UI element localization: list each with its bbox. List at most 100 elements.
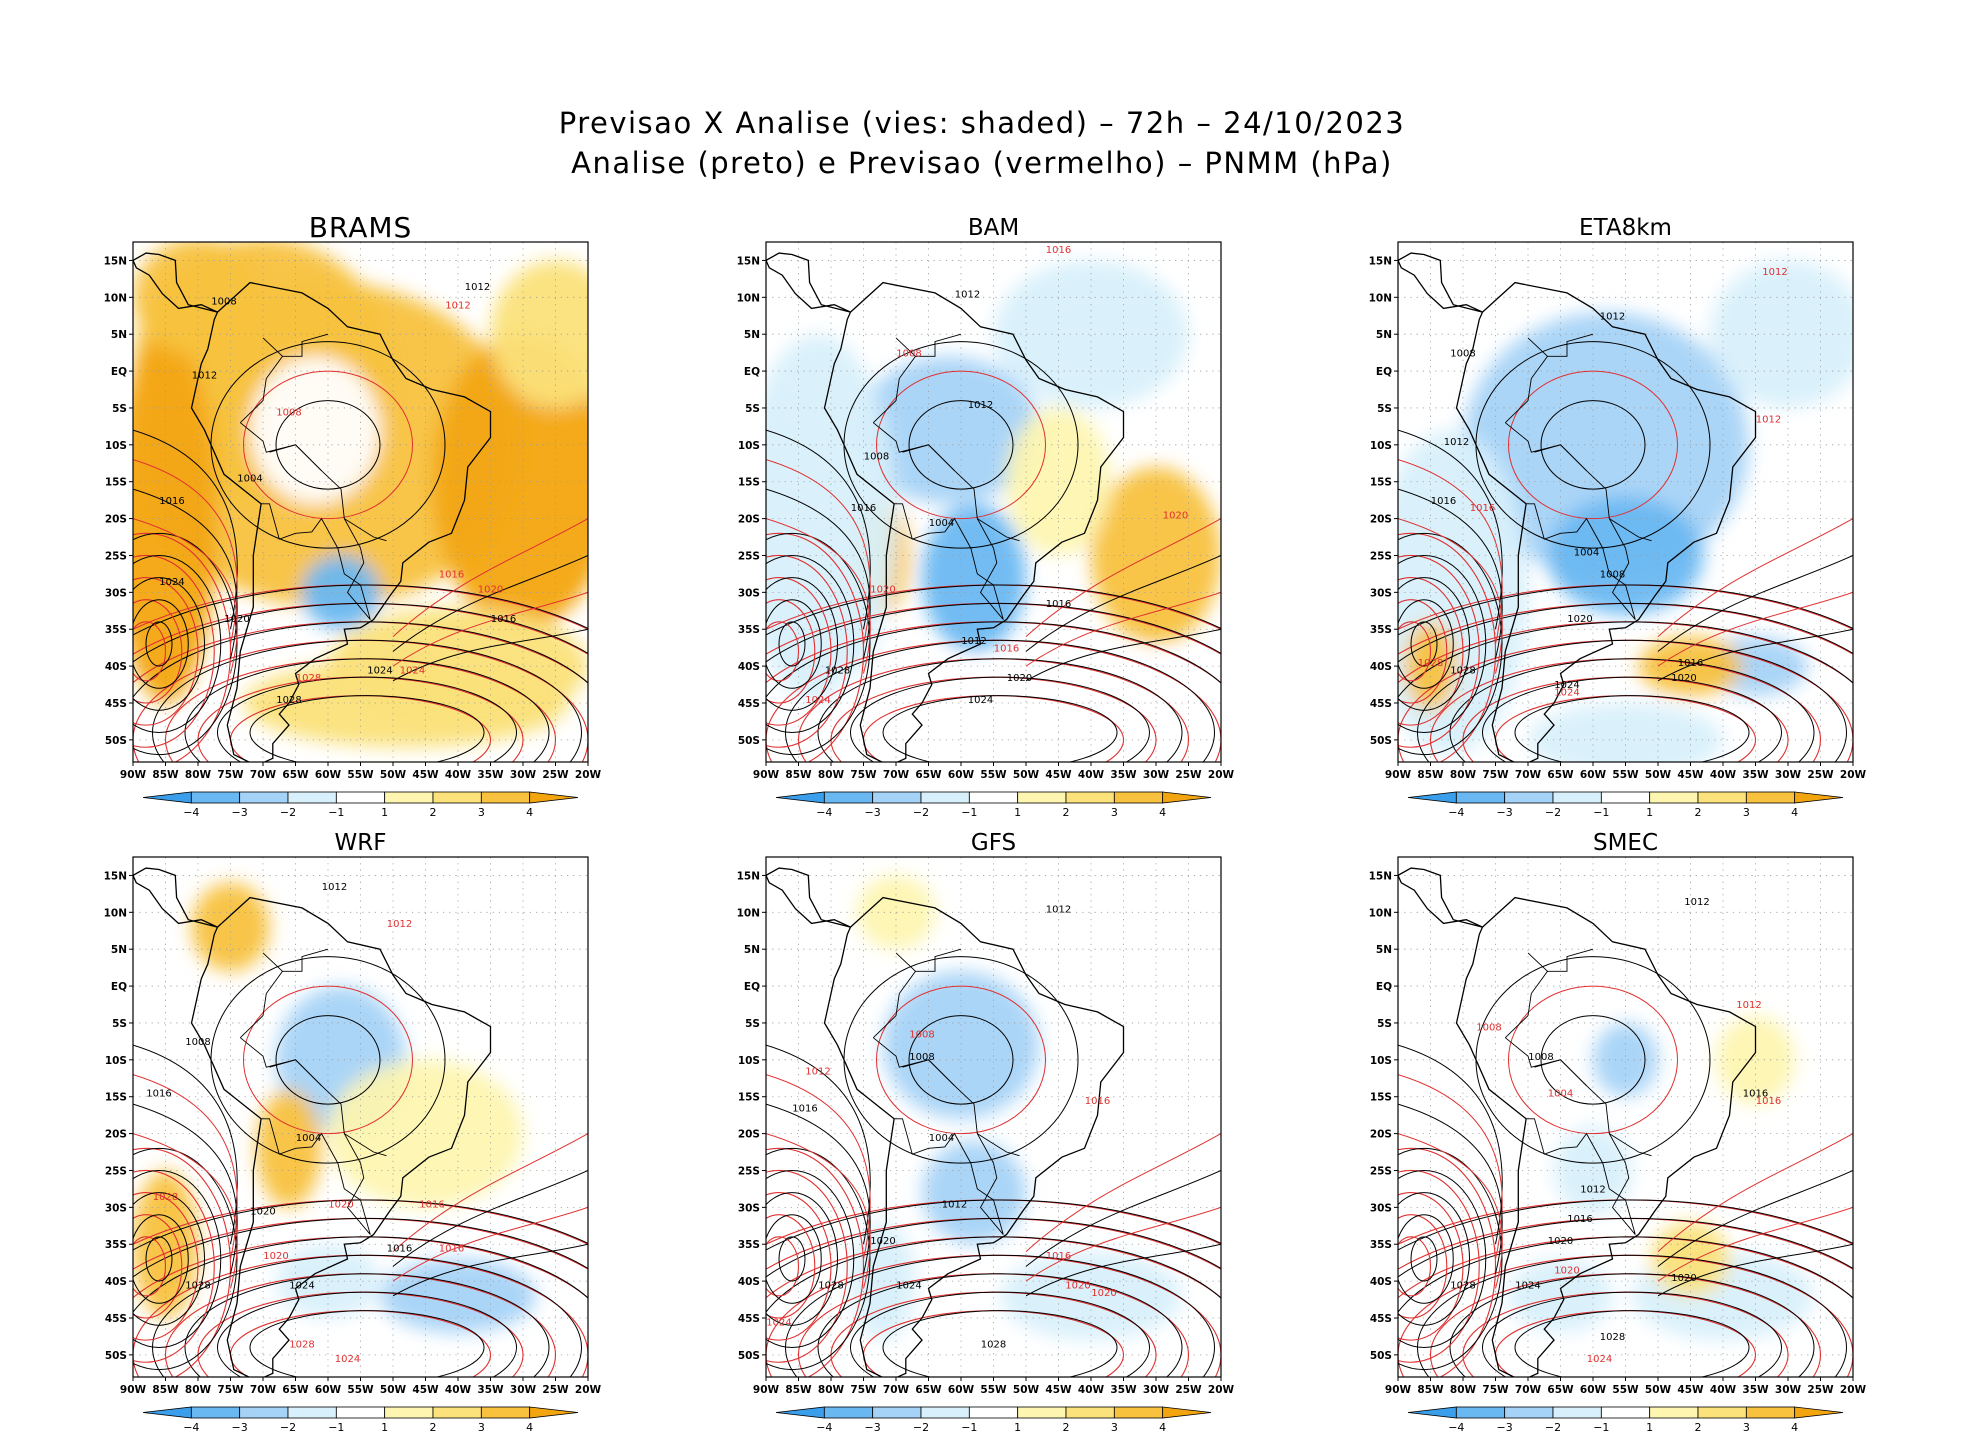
contour-label: 1024 bbox=[289, 1280, 314, 1291]
contour-label: 1008 bbox=[276, 407, 301, 418]
lat-tick-label: 15N bbox=[104, 870, 127, 882]
bias-shading bbox=[1463, 312, 1749, 578]
colorbar-label: −1 bbox=[961, 1421, 977, 1434]
colorbar-label: 1 bbox=[1014, 806, 1021, 819]
lat-tick-label: 15N bbox=[1369, 870, 1392, 882]
lon-tick-label: 65W bbox=[915, 1384, 942, 1396]
colorbar-label: −4 bbox=[1448, 1421, 1464, 1434]
bias-shading bbox=[191, 882, 270, 972]
coastline bbox=[766, 252, 1125, 762]
contour-label: 1016 bbox=[146, 1089, 171, 1100]
contour-label: 1016 bbox=[159, 496, 184, 507]
lon-tick-label: 45W bbox=[1045, 769, 1072, 781]
contour-label: 1024 bbox=[1587, 1354, 1612, 1365]
lat-tick-label: 10N bbox=[737, 907, 760, 919]
colorbar-label: 2 bbox=[430, 1421, 437, 1434]
lon-tick-label: 90W bbox=[1385, 1384, 1412, 1396]
lon-tick-label: 40W bbox=[445, 769, 472, 781]
contour-label: 1008 bbox=[909, 1052, 934, 1063]
lat-tick-label: EQ bbox=[744, 981, 760, 993]
lat-tick-label: 20S bbox=[105, 1129, 127, 1141]
lat-tick-label: 10S bbox=[105, 440, 127, 452]
lon-tick-label: 60W bbox=[315, 769, 342, 781]
contour-label: 1024 bbox=[367, 665, 392, 676]
contour-label: 1024 bbox=[805, 695, 830, 706]
colorbar-label: 3 bbox=[1111, 1421, 1118, 1434]
bias-shading bbox=[883, 971, 1039, 1119]
contour-label: 1012 bbox=[192, 370, 217, 381]
lat-tick-label: 15N bbox=[737, 255, 760, 267]
lon-tick-label: 55W bbox=[347, 1384, 374, 1396]
lon-tick-label: 55W bbox=[980, 1384, 1007, 1396]
contour-label: 1012 bbox=[955, 289, 980, 300]
lon-tick-label: 60W bbox=[1580, 769, 1607, 781]
lon-tick-label: 85W bbox=[785, 769, 812, 781]
contour-label: 1012 bbox=[942, 1199, 967, 1210]
colorbar-label: −3 bbox=[232, 806, 248, 819]
colorbar-label: 1 bbox=[1646, 1421, 1653, 1434]
contour-label: 1016 bbox=[1085, 1096, 1110, 1107]
contour-label: 1024 bbox=[1554, 688, 1579, 699]
lat-tick-label: 45S bbox=[1370, 698, 1392, 710]
lat-tick-label: EQ bbox=[111, 366, 127, 378]
colorbar-label: −3 bbox=[865, 1421, 881, 1434]
lon-tick-label: 70W bbox=[250, 1384, 277, 1396]
map-plot: 1008 1012 1012 1008 1012 1016 1004 1016 1020 1024… bbox=[104, 241, 602, 819]
lon-tick-label: 60W bbox=[948, 1384, 975, 1396]
lon-tick-label: 25W bbox=[1807, 769, 1834, 781]
lat-tick-label: 25S bbox=[1370, 550, 1392, 562]
colorbar-label: 3 bbox=[478, 806, 485, 819]
colorbar-label: −2 bbox=[1545, 1421, 1561, 1434]
lat-tick-label: 50S bbox=[105, 735, 127, 747]
figure-title-line1: Previsao X Analise (vies: shaded) – 72h … bbox=[558, 106, 1406, 140]
contour-label: 1008 bbox=[896, 348, 921, 359]
lon-tick-label: 90W bbox=[120, 769, 147, 781]
lat-tick-label: 45S bbox=[1370, 1313, 1392, 1325]
lon-tick-label: 20W bbox=[1208, 1384, 1235, 1396]
contour-label: 1012 bbox=[1756, 415, 1781, 426]
lat-tick-label: 20S bbox=[1370, 1129, 1392, 1141]
lat-tick-label: 20S bbox=[105, 514, 127, 526]
contour-label: 1020 bbox=[870, 1236, 895, 1247]
lat-tick-label: 5N bbox=[111, 329, 127, 341]
lat-tick-label: 40S bbox=[105, 661, 127, 673]
lat-tick-label: EQ bbox=[1376, 981, 1392, 993]
lat-tick-label: 5S bbox=[112, 1018, 127, 1030]
lat-tick-label: 50S bbox=[1370, 1350, 1392, 1362]
map-plot: 1012 1012 1008 1016 1004 1016 1020 1028 1028 1024… bbox=[104, 856, 602, 1434]
colorbar-label: 2 bbox=[430, 806, 437, 819]
lat-tick-label: 30S bbox=[738, 587, 760, 599]
lat-tick-label: 40S bbox=[738, 661, 760, 673]
bias-shading bbox=[993, 260, 1189, 408]
coastline bbox=[133, 867, 492, 1377]
lat-tick-label: 10N bbox=[1369, 907, 1392, 919]
contour-label: 1028 bbox=[825, 665, 850, 676]
contour-label: 1016 bbox=[387, 1244, 412, 1255]
contour-label: 1012 bbox=[465, 282, 490, 293]
map-panel-eta8km: ETA8km 1012 1012 1008 1012 1012 1016 1016 1004 10… bbox=[1345, 215, 1867, 819]
coastline bbox=[766, 867, 1125, 1377]
lon-tick-label: 35W bbox=[477, 769, 504, 781]
contour-label: 1028 bbox=[818, 1280, 843, 1291]
contour-label: 1008 bbox=[211, 297, 236, 308]
contour-label: 1020 bbox=[478, 584, 503, 595]
panel-title: GFS bbox=[970, 830, 1017, 856]
contour-label: 1008 bbox=[1528, 1052, 1553, 1063]
colorbar-label: −1 bbox=[961, 806, 977, 819]
lat-tick-label: 5S bbox=[1377, 403, 1392, 415]
lat-tick-label: 40S bbox=[105, 1276, 127, 1288]
colorbar-label: −1 bbox=[328, 806, 344, 819]
contour-label: 1028 bbox=[153, 1192, 178, 1203]
contour-label: 1028 bbox=[185, 1280, 210, 1291]
bias-shading bbox=[256, 1089, 322, 1208]
lon-tick-label: 45W bbox=[1677, 1384, 1704, 1396]
lon-tick-label: 80W bbox=[1450, 1384, 1477, 1396]
lon-tick-label: 55W bbox=[1612, 1384, 1639, 1396]
colorbar-label: 2 bbox=[1695, 1421, 1702, 1434]
lon-tick-label: 50W bbox=[1645, 1384, 1672, 1396]
lat-tick-label: 40S bbox=[738, 1276, 760, 1288]
lon-tick-label: 75W bbox=[1482, 1384, 1509, 1396]
lon-tick-label: 25W bbox=[1175, 1384, 1202, 1396]
contour-label: 1004 bbox=[1548, 1089, 1573, 1100]
lat-tick-label: 45S bbox=[105, 1313, 127, 1325]
